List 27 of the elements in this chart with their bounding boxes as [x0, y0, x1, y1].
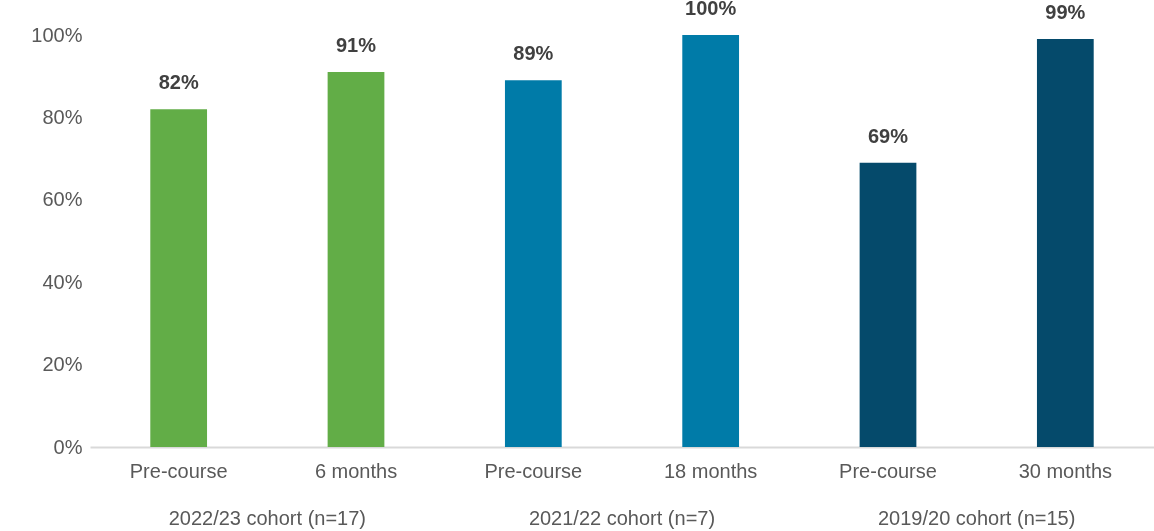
data-label: 69% — [867, 124, 909, 147]
data-label: 91% — [335, 34, 377, 57]
x-tick-label: Pre-course — [129, 459, 228, 482]
y-tick-label: 60% — [42, 188, 83, 211]
x-tick-label: 6 months — [314, 459, 398, 482]
y-tick-label: 20% — [42, 353, 83, 376]
bar — [150, 109, 208, 447]
x-tick-label: 30 months — [1018, 459, 1113, 482]
bar — [682, 35, 740, 447]
x-tick-label: 18 months — [663, 459, 758, 482]
y-tick-label: 100% — [31, 23, 83, 46]
data-label: 82% — [158, 71, 199, 94]
data-label: 89% — [513, 42, 554, 65]
y-tick-label: 40% — [42, 270, 83, 293]
bar — [327, 72, 385, 447]
text: 2021/22 cohort (n=7) — [528, 507, 716, 529]
bar — [859, 162, 917, 447]
x-tick-label: Pre-course — [484, 459, 583, 482]
y-tick-label: 80% — [42, 105, 83, 128]
bar — [1036, 39, 1094, 447]
text: 2019/20 cohort (n=15) — [877, 507, 1076, 529]
x-tick-label: Pre-course — [839, 459, 937, 482]
text: 2022/23 cohort (n=17) — [168, 507, 367, 529]
y-tick-label: 0% — [53, 435, 83, 458]
data-label: 100% — [685, 0, 737, 19]
bar — [504, 80, 562, 447]
data-label: 99% — [1045, 1, 1086, 24]
